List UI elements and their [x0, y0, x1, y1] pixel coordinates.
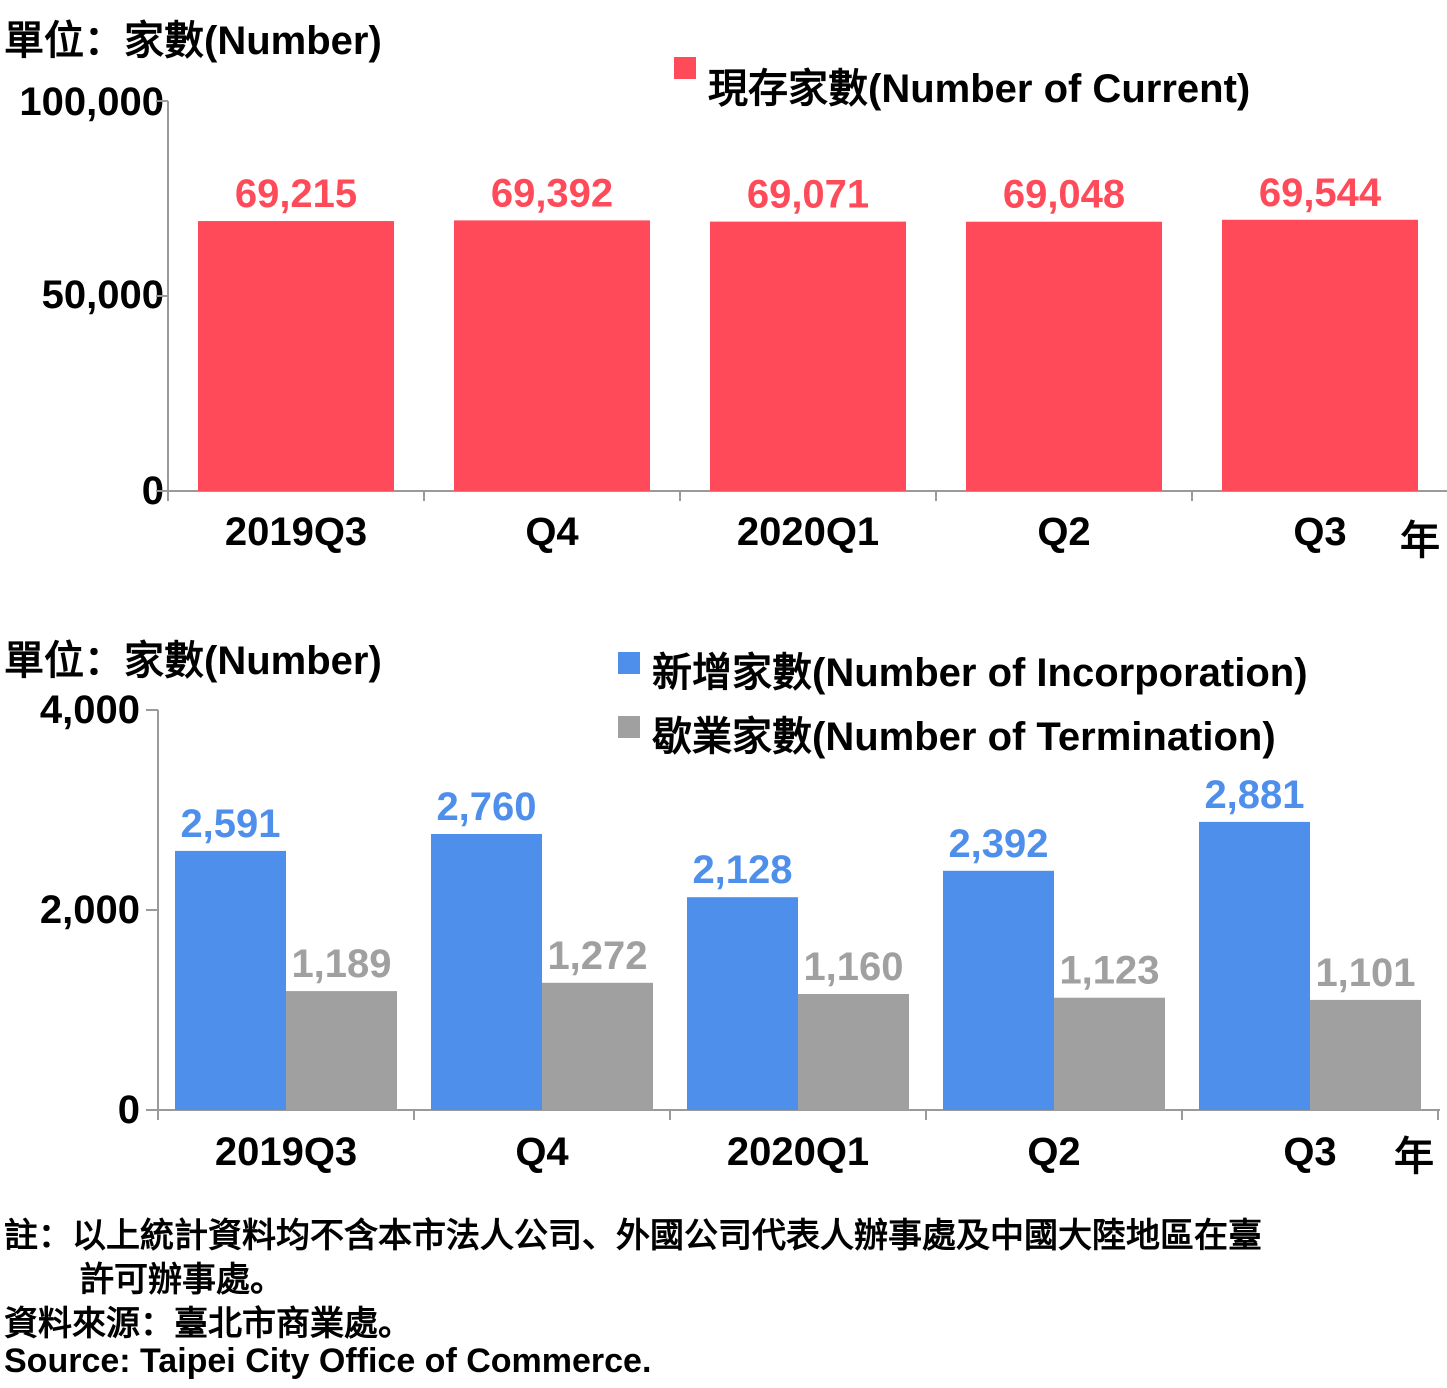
footnote-line1: 註：以上統計資料均不含本市法人公司、外國公司代表人辦事處及中國大陸地區在臺	[4, 1217, 1262, 1255]
chart2-bar-termination	[286, 991, 397, 1110]
chart2-data-label: 2,760	[436, 785, 536, 829]
chart1-data-label: 69,392	[491, 171, 613, 215]
chart1-ytick-label: 0	[141, 469, 164, 513]
chart2-category-label: 2020Q1	[726, 1130, 870, 1174]
chart1-ytick-label: 50,000	[41, 273, 164, 317]
chart1-group: 69,215 69,392 69,071 69,048 69,544	[156, 100, 1447, 501]
chart2-category-label: 2019Q3	[214, 1130, 358, 1174]
chart1-category-label: 2020Q1	[736, 510, 880, 554]
chart2-group: 2,591 2,760 2,128 2,392 2,881 1,189 1,272 1,160…	[146, 709, 1440, 1120]
chart2-ytick-label: 0	[117, 1088, 140, 1132]
chart2-data-label: 1,160	[803, 945, 903, 989]
chart1-bar-current	[1222, 219, 1418, 492]
chart1-category-label: Q2	[1037, 510, 1091, 554]
chart2-unit-label: 單位：家數(Number)	[4, 639, 382, 683]
chart1-bar-current	[966, 221, 1162, 491]
chart2-data-label: 1,272	[547, 934, 647, 978]
chart2-bar-termination	[1310, 999, 1421, 1110]
chart2-legend-label-incorporation: 新增家數(Number of Incorporation)	[652, 651, 1308, 695]
chart1-unit-label: 單位：家數(Number)	[4, 19, 382, 63]
chart1-bar-current	[454, 220, 650, 491]
chart1-category-label: Q4	[525, 510, 579, 554]
chart2-x-suffix: 年	[1394, 1135, 1434, 1179]
chart2-bar-incorporation	[175, 850, 286, 1110]
chart2-bar-incorporation	[687, 897, 798, 1110]
chart2-legend-label-termination: 歇業家數(Number of Termination)	[652, 715, 1276, 759]
footnote-line2: 許可辦事處。	[80, 1261, 284, 1299]
chart2-bar-incorporation	[943, 870, 1054, 1110]
source-zh: 資料來源：臺北市商業處。	[4, 1305, 412, 1343]
chart1-category-label: Q3	[1293, 510, 1347, 554]
chart2-ytick-label: 2,000	[39, 888, 140, 932]
chart1-bar-current	[198, 221, 394, 491]
chart1-data-label: 69,048	[1003, 173, 1125, 217]
source-en: Source: Taipei City Office of Commerce.	[4, 1342, 652, 1380]
chart2-legend-swatch-incorporation	[618, 652, 640, 674]
chart2-data-label: 1,101	[1315, 951, 1415, 995]
chart1-ytick-label: 100,000	[19, 80, 164, 124]
chart2-category-label: Q3	[1283, 1130, 1337, 1174]
chart2-data-label: 2,591	[180, 802, 280, 846]
chart2-data-label: 2,392	[948, 822, 1048, 866]
chart1-x-suffix: 年	[1400, 519, 1440, 563]
chart2-category-label: Q2	[1027, 1130, 1081, 1174]
chart1-data-label: 69,071	[747, 173, 869, 217]
chart1-bar-current	[710, 221, 906, 491]
chart2-category-label: Q4	[515, 1130, 569, 1174]
chart2-data-label: 2,128	[692, 848, 792, 892]
chart2-data-label: 1,123	[1059, 949, 1159, 993]
chart1-data-label: 69,215	[235, 172, 357, 216]
chart1-category-label: 2019Q3	[224, 510, 368, 554]
chart2-bar-incorporation	[1199, 821, 1310, 1110]
chart2-data-label: 2,881	[1204, 773, 1304, 817]
chart2-bar-termination	[542, 982, 653, 1110]
chart2-bar-termination	[798, 994, 909, 1110]
chart2-bar-incorporation	[431, 834, 542, 1110]
chart2-ytick-label: 4,000	[39, 688, 140, 732]
chart2-bar-termination	[1054, 997, 1165, 1110]
chart2-legend-swatch-termination	[618, 716, 640, 738]
chart1-legend-swatch-current	[674, 57, 696, 79]
chart1-data-label: 69,544	[1259, 171, 1382, 215]
chart1-legend-label-current: 現存家數(Number of Current)	[708, 67, 1251, 111]
chart2-data-label: 1,189	[291, 942, 391, 986]
